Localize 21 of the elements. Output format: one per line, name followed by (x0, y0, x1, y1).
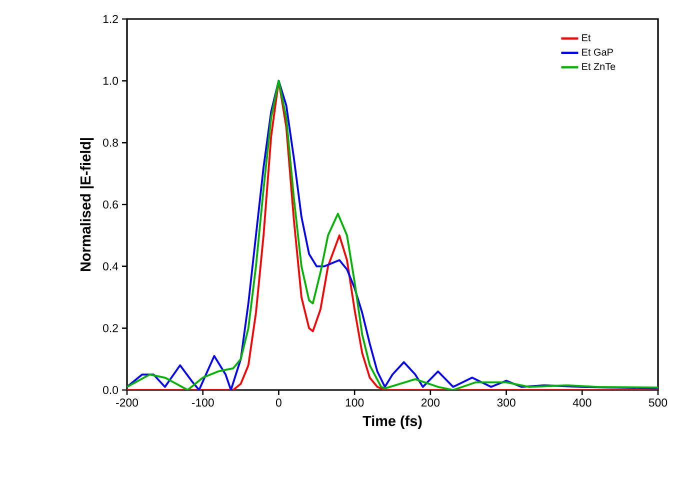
y-tick-label: 0.0 (103, 386, 118, 394)
y-tick-label: 0.4 (103, 262, 118, 270)
legend-label: Et GaP (582, 48, 613, 56)
y-tick-label: 0.6 (103, 200, 118, 209)
y-tick-label: 0.8 (103, 138, 118, 147)
y-tick-label: 0.2 (103, 324, 118, 332)
x-tick-label: -100 (192, 398, 214, 407)
line-series (127, 80, 658, 390)
x-tick-label: 100 (346, 398, 364, 407)
x-tick-label: 200 (421, 398, 440, 407)
x-axis-title: Time (fs) (362, 415, 422, 429)
y-tick-label: 1.2 (103, 14, 118, 23)
y-tick-label: 1.0 (103, 76, 118, 85)
x-tick-label: 300 (497, 398, 516, 407)
x-tick-label: 0 (276, 398, 282, 407)
x-tick-label: 500 (648, 398, 668, 407)
legend-label: Et ZnTe (582, 63, 616, 70)
y-axis-title: Normalised |E-field| (80, 138, 94, 271)
legend-label: Et (582, 34, 591, 42)
x-tick-label: -200 (116, 398, 138, 407)
x-tick-label: 400 (572, 398, 592, 407)
